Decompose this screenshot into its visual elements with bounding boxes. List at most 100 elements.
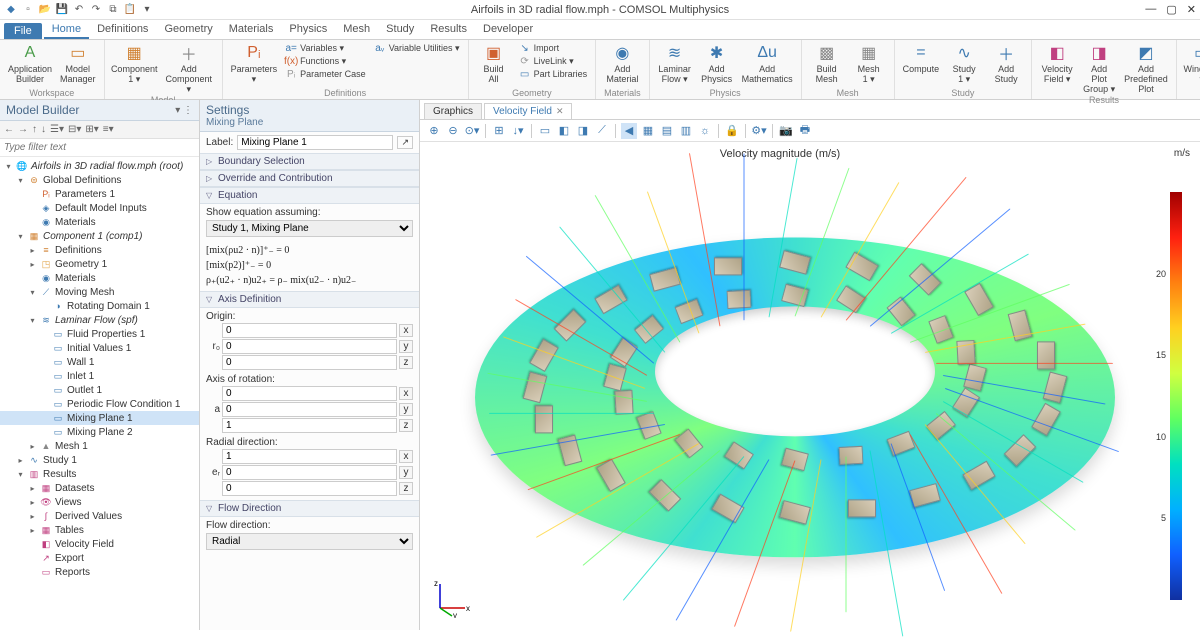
sel-edge-icon[interactable]: ⟋ bbox=[594, 123, 610, 139]
mesh-icon[interactable]: ▦ bbox=[640, 123, 656, 139]
ribbon-tab-physics[interactable]: Physics bbox=[281, 21, 335, 39]
tree-node[interactable]: ◑Rotating Domain 1 bbox=[0, 299, 199, 313]
tree-node[interactable]: ▭Mixing Plane 1 bbox=[0, 411, 199, 425]
ribbon-part-libraries[interactable]: ▭Part Libraries bbox=[519, 68, 588, 80]
tree-node[interactable]: ▾⟋Moving Mesh bbox=[0, 285, 199, 299]
close-icon[interactable]: ✕ bbox=[1187, 3, 1196, 16]
label-input[interactable] bbox=[237, 135, 393, 150]
ribbon-variables-[interactable]: a=Variables ▾ bbox=[285, 42, 366, 54]
undo-icon[interactable]: ↶ bbox=[72, 3, 86, 17]
ribbon-velocity[interactable]: ◧VelocityField ▾ bbox=[1040, 42, 1074, 85]
tree-node[interactable]: ▸▦Datasets bbox=[0, 481, 199, 495]
ribbon-build[interactable]: ▩BuildMesh bbox=[810, 42, 844, 85]
tree-node[interactable]: ▾🌐Airfoils in 3D radial flow.mph (root) bbox=[0, 159, 199, 173]
ribbon-add[interactable]: ◉AddMaterial bbox=[605, 42, 639, 85]
tree-node[interactable]: ▸▦Tables bbox=[0, 523, 199, 537]
radial-z-input[interactable] bbox=[222, 481, 397, 496]
tree-node[interactable]: ▸∫Derived Values bbox=[0, 509, 199, 523]
redo-icon[interactable]: ↷ bbox=[89, 3, 103, 17]
flow-select[interactable]: Radial bbox=[206, 533, 413, 550]
ribbon-add[interactable]: ＋AddComponent ▾ bbox=[164, 42, 214, 95]
minimize-icon[interactable]: — bbox=[1145, 3, 1156, 16]
orbit-icon[interactable]: ◀ bbox=[621, 123, 637, 139]
sel-dom-icon[interactable]: ◧ bbox=[556, 123, 572, 139]
section-equation[interactable]: ▽Equation bbox=[200, 187, 419, 204]
origin-z-input[interactable] bbox=[222, 355, 397, 370]
ribbon-parameter-case[interactable]: PᵢParameter Case bbox=[285, 68, 366, 80]
ribbon-laminar[interactable]: ≋LaminarFlow ▾ bbox=[658, 42, 692, 85]
ribbon-study[interactable]: ∿Study1 ▾ bbox=[947, 42, 981, 85]
tree-node[interactable]: ▭Fluid Properties 1 bbox=[0, 327, 199, 341]
ribbon-tab-geometry[interactable]: Geometry bbox=[156, 21, 220, 39]
show-icon[interactable]: ☰▾ bbox=[50, 124, 64, 135]
ribbon-tab-results[interactable]: Results bbox=[422, 21, 475, 39]
ribbon-add-plot[interactable]: ◨Add PlotGroup ▾ bbox=[1082, 42, 1116, 95]
ribbon-tab-developer[interactable]: Developer bbox=[475, 21, 541, 39]
ribbon-livelink-[interactable]: ⟳LiveLink ▾ bbox=[519, 55, 588, 67]
tree-node[interactable]: ▾≋Laminar Flow (spf) bbox=[0, 313, 199, 327]
gear-icon[interactable]: ⚙▾ bbox=[751, 123, 767, 139]
axis-y-input[interactable] bbox=[222, 402, 397, 417]
tree-node[interactable]: PᵢParameters 1 bbox=[0, 187, 199, 201]
copy-icon[interactable]: ⧉ bbox=[106, 3, 120, 17]
lock-icon[interactable]: 🔒 bbox=[724, 123, 740, 139]
nav-down-icon[interactable]: ↓ bbox=[41, 124, 46, 135]
ribbon-add[interactable]: ΔuAddMathematics bbox=[742, 42, 793, 85]
ribbon-build[interactable]: ▣BuildAll bbox=[477, 42, 511, 85]
sel-bnd-icon[interactable]: ◨ bbox=[575, 123, 591, 139]
tree-node[interactable]: ▭Periodic Flow Condition 1 bbox=[0, 397, 199, 411]
tree-node[interactable]: ◉Materials bbox=[0, 271, 199, 285]
sel-box-icon[interactable]: ▭ bbox=[537, 123, 553, 139]
tree-node[interactable]: ▭Wall 1 bbox=[0, 355, 199, 369]
axis-z-input[interactable] bbox=[222, 418, 397, 433]
ribbon-parameters[interactable]: PᵢParameters▾ bbox=[231, 42, 278, 85]
nav-up-icon[interactable]: ↑ bbox=[32, 124, 37, 135]
view-down-icon[interactable]: ↓▾ bbox=[510, 123, 526, 139]
open-icon[interactable]: 📂 bbox=[38, 3, 52, 17]
section-axis[interactable]: ▽Axis Definition bbox=[200, 291, 419, 308]
tree-opt-icon[interactable]: ≡▾ bbox=[103, 124, 114, 135]
ribbon-tab-definitions[interactable]: Definitions bbox=[89, 21, 156, 39]
collapse-icon[interactable]: ⊟▾ bbox=[68, 124, 81, 135]
maximize-icon[interactable]: ▢ bbox=[1166, 3, 1176, 16]
ribbon-tab-mesh[interactable]: Mesh bbox=[335, 21, 378, 39]
nav-back-icon[interactable]: ← bbox=[4, 124, 14, 135]
graphics-canvas[interactable]: Velocity magnitude (m/s) m/s 5101520 x y… bbox=[420, 142, 1200, 630]
tree-node[interactable]: ▸👁Views bbox=[0, 495, 199, 509]
ribbon-add[interactable]: ◩AddPredefined Plot bbox=[1124, 42, 1168, 95]
tree-filter-input[interactable] bbox=[0, 139, 199, 156]
print-icon[interactable]: 🖶 bbox=[797, 123, 813, 139]
zoom-in-icon[interactable]: ⊕ bbox=[426, 123, 442, 139]
more-icon[interactable]: ▾ bbox=[140, 3, 154, 17]
ribbon-functions-[interactable]: f(x)Functions ▾ bbox=[285, 55, 366, 67]
graphics-tab-velocity-field[interactable]: Velocity Field✕ bbox=[484, 103, 572, 119]
tree-filter[interactable] bbox=[0, 139, 199, 157]
zoom-extents-icon[interactable]: ⊙▾ bbox=[464, 123, 480, 139]
light-icon[interactable]: ☼ bbox=[697, 123, 713, 139]
ribbon-tab-home[interactable]: Home bbox=[44, 21, 89, 39]
tree-node[interactable]: ▭Outlet 1 bbox=[0, 383, 199, 397]
tree-node[interactable]: ◈Default Model Inputs bbox=[0, 201, 199, 215]
section-override[interactable]: ▷Override and Contribution bbox=[200, 170, 419, 187]
ribbon-application[interactable]: AApplicationBuilder bbox=[8, 42, 52, 85]
new-icon[interactable]: ▫ bbox=[21, 3, 35, 17]
tree-node[interactable]: ▭Initial Values 1 bbox=[0, 341, 199, 355]
ribbon-add[interactable]: ✱AddPhysics bbox=[700, 42, 734, 85]
wire-icon[interactable]: ▥ bbox=[678, 123, 694, 139]
tree-node[interactable]: ◉Materials bbox=[0, 215, 199, 229]
ribbon-import[interactable]: ↘Import bbox=[519, 42, 588, 54]
paste-icon[interactable]: 📋 bbox=[123, 3, 137, 17]
origin-y-input[interactable] bbox=[222, 339, 397, 354]
tree-node[interactable]: ▸◳Geometry 1 bbox=[0, 257, 199, 271]
section-boundary[interactable]: ▷Boundary Selection bbox=[200, 153, 419, 170]
ribbon-add[interactable]: ＋AddStudy bbox=[989, 42, 1023, 85]
tree-node[interactable]: ▸▲Mesh 1 bbox=[0, 439, 199, 453]
radial-y-input[interactable] bbox=[222, 465, 397, 480]
expand-icon[interactable]: ⊞▾ bbox=[85, 124, 98, 135]
zoom-out-icon[interactable]: ⊖ bbox=[445, 123, 461, 139]
tree-node[interactable]: ◧Velocity Field bbox=[0, 537, 199, 551]
view-xy-icon[interactable]: ⊞ bbox=[491, 123, 507, 139]
ribbon-model[interactable]: ▭ModelManager bbox=[60, 42, 96, 85]
ribbon-component[interactable]: ▦Component1 ▾ bbox=[113, 42, 156, 85]
tree-node[interactable]: ▭Reports bbox=[0, 565, 199, 579]
